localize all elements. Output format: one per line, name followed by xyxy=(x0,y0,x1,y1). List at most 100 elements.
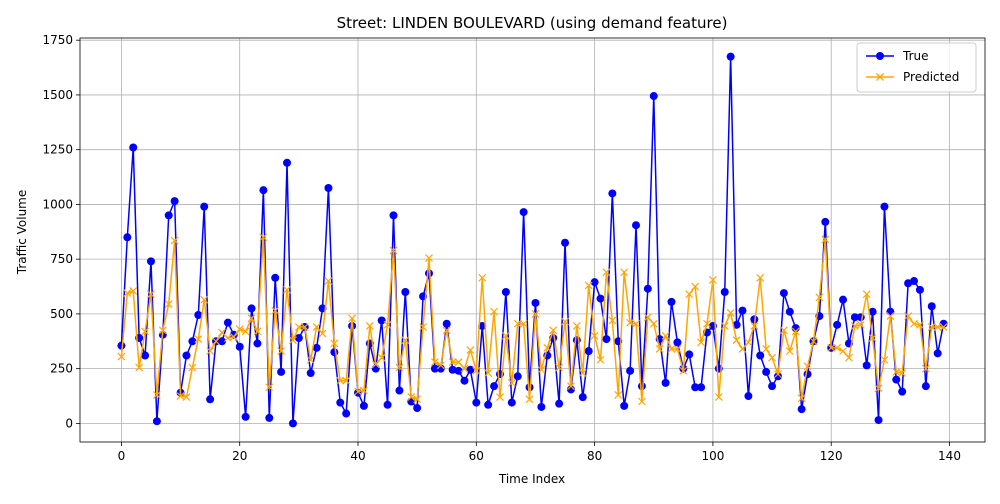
data-point xyxy=(141,327,149,336)
x-tick-label: 140 xyxy=(938,449,961,463)
data-point xyxy=(164,211,173,220)
data-point xyxy=(791,327,800,336)
data-point xyxy=(649,92,658,101)
data-point xyxy=(703,319,711,328)
data-point xyxy=(910,277,919,286)
data-point xyxy=(442,326,451,335)
data-point xyxy=(324,183,333,192)
data-point xyxy=(803,362,812,371)
data-point xyxy=(501,288,510,297)
y-tick-label: 750 xyxy=(50,252,73,266)
data-point xyxy=(365,322,374,330)
data-point xyxy=(466,365,475,374)
x-tick-label: 60 xyxy=(469,449,484,463)
data-point xyxy=(531,298,540,307)
data-point xyxy=(123,233,132,242)
data-point xyxy=(921,382,930,391)
data-point xyxy=(241,412,250,421)
data-point xyxy=(490,307,498,316)
data-point xyxy=(667,345,676,353)
data-point xyxy=(348,314,357,323)
data-point xyxy=(833,343,842,352)
data-point xyxy=(235,325,244,334)
data-point xyxy=(448,358,457,367)
data-point xyxy=(868,307,877,316)
data-point xyxy=(608,316,617,325)
data-point xyxy=(839,295,848,304)
data-point xyxy=(584,281,593,290)
data-point xyxy=(448,365,457,374)
legend-predicted-marker xyxy=(876,73,884,81)
data-point xyxy=(359,386,368,395)
data-point xyxy=(265,383,274,392)
data-point xyxy=(667,297,676,306)
data-point xyxy=(306,355,315,364)
data-point xyxy=(673,338,682,347)
data-point xyxy=(484,400,493,409)
data-point xyxy=(425,254,433,262)
data-point xyxy=(519,208,528,217)
data-point xyxy=(430,364,439,373)
data-point xyxy=(886,312,895,321)
data-point xyxy=(395,386,404,395)
data-point xyxy=(283,285,291,294)
data-point xyxy=(632,319,640,328)
data-point xyxy=(874,416,883,425)
data-point xyxy=(472,398,481,407)
data-point xyxy=(330,348,339,357)
data-point xyxy=(117,352,126,361)
data-point xyxy=(744,338,753,347)
data-point xyxy=(490,382,499,391)
data-point xyxy=(756,351,765,360)
data-point xyxy=(170,197,179,206)
data-point xyxy=(306,369,315,378)
data-point xyxy=(726,52,735,61)
data-point xyxy=(436,361,445,370)
data-point xyxy=(460,364,469,373)
data-point xyxy=(815,293,824,302)
data-point xyxy=(685,290,694,299)
data-point xyxy=(874,384,883,393)
data-point xyxy=(206,395,215,404)
data-point xyxy=(371,360,380,369)
data-point xyxy=(442,319,451,328)
data-point xyxy=(294,323,303,331)
data-point xyxy=(708,276,717,284)
data-point xyxy=(602,268,611,277)
data-point xyxy=(401,336,410,345)
data-point xyxy=(217,337,226,346)
data-point xyxy=(454,366,463,375)
data-point xyxy=(809,337,818,346)
data-point xyxy=(129,143,138,152)
y-tick-label: 1750 xyxy=(42,33,73,47)
data-point xyxy=(779,326,788,335)
data-point xyxy=(939,323,948,331)
data-point xyxy=(531,309,540,318)
data-point xyxy=(253,339,262,348)
data-point xyxy=(655,345,664,353)
data-point xyxy=(732,336,741,345)
data-point xyxy=(762,367,771,376)
data-point xyxy=(839,347,847,356)
data-point xyxy=(537,365,546,374)
data-point xyxy=(868,334,877,342)
series-true xyxy=(117,52,948,428)
data-point xyxy=(892,368,901,376)
data-point xyxy=(691,383,700,392)
data-point xyxy=(578,393,587,402)
data-point xyxy=(182,393,191,402)
data-point xyxy=(312,323,321,331)
y-tick-label: 500 xyxy=(50,307,73,321)
data-point xyxy=(359,401,368,410)
data-point xyxy=(720,322,729,330)
data-point xyxy=(649,319,658,328)
data-point xyxy=(679,366,688,375)
data-point xyxy=(720,288,729,297)
data-point xyxy=(354,387,362,396)
series-predicted xyxy=(117,233,948,406)
x-tick-label: 80 xyxy=(587,449,602,463)
data-point xyxy=(123,289,132,298)
data-point xyxy=(294,333,303,342)
data-point xyxy=(247,314,256,323)
